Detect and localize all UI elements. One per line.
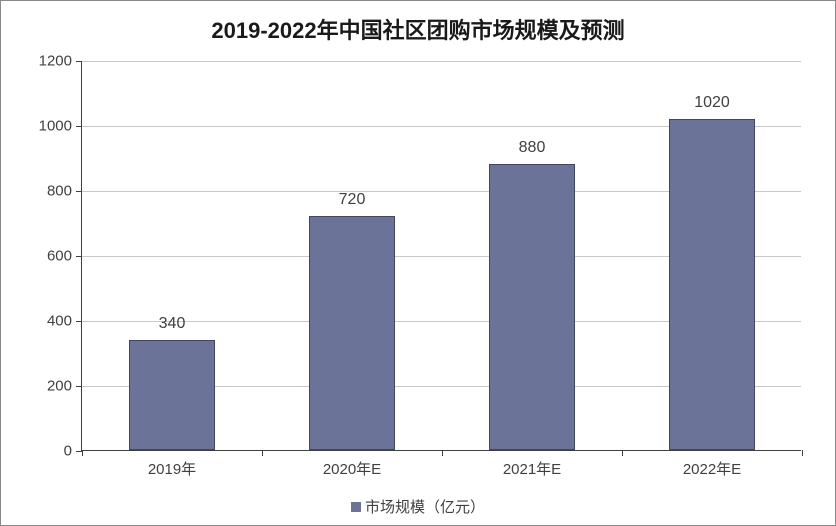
y-tick-mark bbox=[76, 256, 82, 257]
y-tick-mark bbox=[76, 191, 82, 192]
y-tick-label: 200 bbox=[27, 378, 72, 395]
x-tick-mark bbox=[802, 450, 803, 456]
x-tick-mark bbox=[442, 450, 443, 456]
y-tick-label: 600 bbox=[27, 248, 72, 265]
bar-value-label: 1020 bbox=[694, 94, 730, 112]
chart-title: 2019-2022年中国社区团购市场规模及预测 bbox=[1, 1, 835, 45]
y-tick-label: 1000 bbox=[27, 118, 72, 135]
grid-line bbox=[82, 61, 801, 62]
chart-container: 2019-2022年中国社区团购市场规模及预测 0200400600800100… bbox=[0, 0, 836, 526]
legend: 市场规模（亿元） bbox=[1, 496, 835, 517]
y-tick-mark bbox=[76, 61, 82, 62]
y-tick-mark bbox=[76, 386, 82, 387]
bar bbox=[489, 164, 575, 450]
bar-value-label: 340 bbox=[159, 315, 186, 333]
x-tick-mark bbox=[622, 450, 623, 456]
x-tick-mark bbox=[262, 450, 263, 456]
legend-label: 市场规模（亿元） bbox=[365, 499, 485, 516]
bar bbox=[309, 216, 395, 450]
y-tick-mark bbox=[76, 126, 82, 127]
y-tick-label: 800 bbox=[27, 183, 72, 200]
x-tick-mark bbox=[82, 450, 83, 456]
bar-value-label: 880 bbox=[519, 139, 546, 157]
x-tick-label: 2021年E bbox=[503, 458, 561, 479]
y-tick-label: 400 bbox=[27, 313, 72, 330]
bar bbox=[129, 340, 215, 451]
legend-swatch bbox=[351, 502, 361, 512]
x-tick-label: 2019年 bbox=[148, 458, 196, 479]
x-tick-label: 2022年E bbox=[683, 458, 741, 479]
bar bbox=[669, 119, 755, 451]
plot-area: 0200400600800100012003402019年7202020年E88… bbox=[81, 61, 801, 451]
y-tick-label: 1200 bbox=[27, 53, 72, 70]
bar-value-label: 720 bbox=[339, 191, 366, 209]
y-tick-label: 0 bbox=[27, 443, 72, 460]
y-tick-mark bbox=[76, 321, 82, 322]
x-tick-label: 2020年E bbox=[323, 458, 381, 479]
